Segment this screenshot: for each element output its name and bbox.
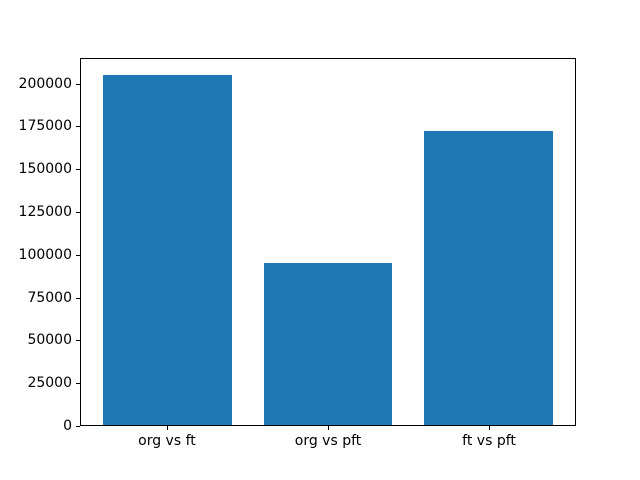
bar-org-vs-ft — [103, 75, 232, 425]
x-tick-mark — [489, 426, 491, 430]
y-tick-label: 75000 — [27, 289, 72, 306]
y-tick-mark — [76, 83, 80, 85]
bar-ft-vs-pft — [424, 130, 553, 425]
y-tick-mark — [76, 383, 80, 385]
y-tick-label: 50000 — [27, 332, 72, 349]
x-tick-label: ft vs pft — [462, 433, 516, 449]
plot-area — [80, 58, 576, 426]
x-tick-label: org vs ft — [138, 433, 196, 449]
x-tick-mark — [166, 426, 168, 430]
y-tick-label: 175000 — [18, 118, 72, 135]
y-tick-label: 150000 — [18, 161, 72, 178]
y-tick-label: 200000 — [18, 75, 72, 92]
y-tick-mark — [76, 426, 80, 427]
y-tick-label: 25000 — [27, 375, 72, 392]
x-tick-mark — [328, 426, 329, 430]
y-tick-mark — [76, 254, 80, 256]
y-tick-label: 125000 — [18, 204, 72, 221]
y-tick-mark — [76, 340, 80, 342]
x-tick-label: org vs pft — [294, 433, 362, 449]
y-tick-mark — [76, 297, 80, 299]
y-tick-mark — [76, 169, 80, 171]
y-tick-label: 100000 — [18, 246, 72, 263]
y-tick-mark — [76, 126, 80, 128]
bar-org-vs-pft — [263, 263, 393, 425]
y-tick-mark — [76, 212, 80, 214]
y-tick-label: 0 — [63, 418, 72, 434]
